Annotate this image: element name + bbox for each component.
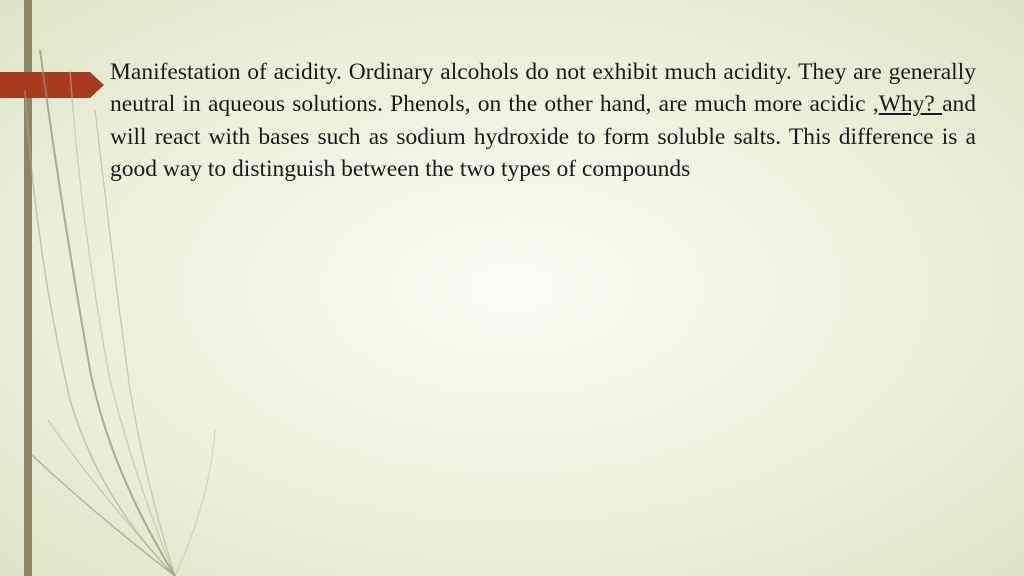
accent-arrow-tip [90,72,104,98]
slide-body-text: Manifestation of acidity. Ordinary alcoh… [110,56,976,186]
accent-arrow [0,72,104,98]
accent-arrow-body [0,72,90,98]
body-text-segment-1-underlined: Why? [879,91,942,117]
body-text-segment-0: Manifestation of acidity. Ordinary alcoh… [110,59,976,117]
